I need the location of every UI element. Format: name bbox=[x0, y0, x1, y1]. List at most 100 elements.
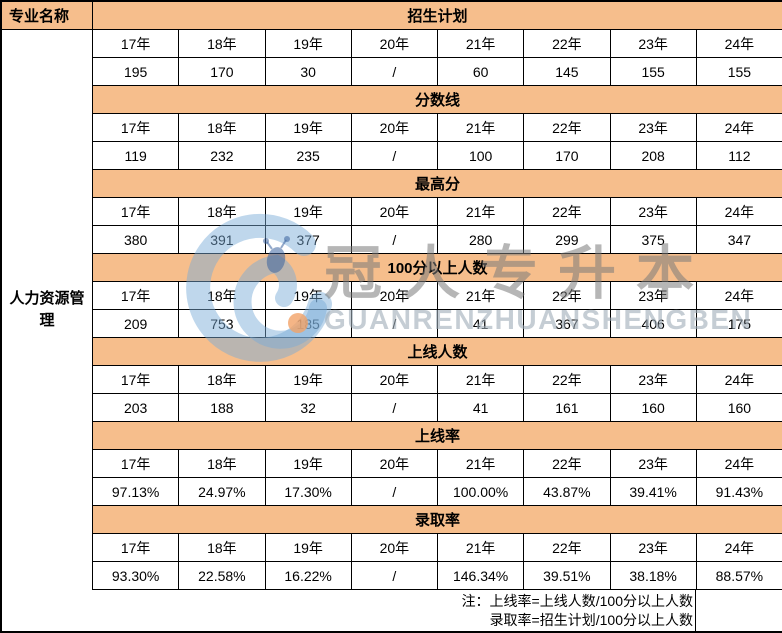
year-cell: 24年 bbox=[695, 534, 782, 561]
year-cell: 18年 bbox=[178, 30, 264, 57]
note-line-1: 注：上线率=上线人数/100分以上人数 bbox=[461, 592, 693, 609]
year-cell: 24年 bbox=[695, 198, 782, 225]
value-cell: 93.30% bbox=[92, 562, 178, 589]
value-row: 380 391 377/280 299 375 347 bbox=[92, 226, 782, 254]
year-cell: 22年 bbox=[523, 114, 609, 141]
year-cell: 24年 bbox=[695, 282, 782, 309]
year-cell: 23年 bbox=[609, 534, 696, 561]
year-cell: 21年 bbox=[437, 534, 523, 561]
value-cell: 155 bbox=[695, 58, 782, 85]
year-header-row: 17年 18年 19年 20年 21年 22年 23年 24年 bbox=[92, 366, 782, 394]
year-cell: 20年 bbox=[350, 30, 437, 57]
year-cell: 24年 bbox=[695, 450, 782, 477]
value-cell: 280 bbox=[437, 226, 523, 253]
year-cell: 20年 bbox=[350, 114, 437, 141]
year-cell: 22年 bbox=[523, 198, 609, 225]
year-cell: 22年 bbox=[523, 450, 609, 477]
section-header-band: 招生计划 bbox=[92, 2, 782, 30]
value-cell: 170 bbox=[178, 58, 264, 85]
year-cell: 23年 bbox=[609, 30, 696, 57]
year-cell: 18年 bbox=[178, 366, 264, 393]
value-cell: 100.00% bbox=[437, 478, 523, 505]
value-cell: 30 bbox=[264, 58, 351, 85]
value-cell: 160 bbox=[695, 394, 782, 421]
value-cell: 41 bbox=[437, 394, 523, 421]
value-cell: 32 bbox=[264, 394, 351, 421]
value-cell: 367 bbox=[523, 310, 609, 337]
year-cell: 19年 bbox=[264, 366, 351, 393]
value-cell: 375 bbox=[609, 226, 696, 253]
year-cell: 17年 bbox=[92, 282, 178, 309]
year-cell: 18年 bbox=[178, 450, 264, 477]
section-header-band: 最高分 bbox=[92, 170, 782, 198]
year-header-row: 17年 18年 19年 20年 21年 22年 23年 24年 bbox=[92, 30, 782, 58]
value-row: 195 170 30/60 145 155 155 bbox=[92, 58, 782, 86]
section-header-band: 100分以上人数 bbox=[92, 254, 782, 282]
value-cell: 60 bbox=[437, 58, 523, 85]
value-row: 97.13% 24.97% 17.30%/100.00% 43.87% 39.41% 91… bbox=[92, 478, 782, 506]
year-cell: 23年 bbox=[609, 366, 696, 393]
year-cell: 19年 bbox=[264, 282, 351, 309]
section-header-band: 分数线 bbox=[92, 86, 782, 114]
value-cell: 16.22% bbox=[264, 562, 351, 589]
value-cell: 22.58% bbox=[178, 562, 264, 589]
year-cell: 19年 bbox=[264, 534, 351, 561]
value-cell: / bbox=[350, 142, 437, 169]
year-cell: 22年 bbox=[523, 366, 609, 393]
left-column: 专业名称 人力资源管理 bbox=[2, 2, 92, 590]
value-cell: 112 bbox=[695, 142, 782, 169]
year-cell: 20年 bbox=[350, 198, 437, 225]
year-header-row: 17年 18年 19年 20年 21年 22年 23年 24年 bbox=[92, 450, 782, 478]
year-cell: 20年 bbox=[350, 282, 437, 309]
value-row: 93.30% 22.58% 16.22%/146.34% 39.51% 38.18% 88… bbox=[92, 562, 782, 590]
year-cell: 17年 bbox=[92, 114, 178, 141]
note-empty-cell bbox=[696, 590, 782, 631]
year-cell: 21年 bbox=[437, 114, 523, 141]
section-header-band: 录取率 bbox=[92, 506, 782, 534]
value-cell: 39.41% bbox=[609, 478, 696, 505]
value-cell: 145 bbox=[523, 58, 609, 85]
value-cell: 406 bbox=[609, 310, 696, 337]
value-cell: / bbox=[350, 58, 437, 85]
section-header-band: 上线人数 bbox=[92, 338, 782, 366]
value-cell: 753 bbox=[178, 310, 264, 337]
year-cell: 22年 bbox=[523, 534, 609, 561]
year-cell: 18年 bbox=[178, 198, 264, 225]
value-cell: 299 bbox=[523, 226, 609, 253]
year-cell: 20年 bbox=[350, 534, 437, 561]
year-cell: 18年 bbox=[178, 534, 264, 561]
value-cell: 88.57% bbox=[695, 562, 782, 589]
value-cell: 347 bbox=[695, 226, 782, 253]
value-row: 209 753 185/41 367 406 175 bbox=[92, 310, 782, 338]
section-header-band: 上线率 bbox=[92, 422, 782, 450]
year-cell: 17年 bbox=[92, 534, 178, 561]
value-row: 119 232 235/100 170 208 112 bbox=[92, 142, 782, 170]
value-cell: 232 bbox=[178, 142, 264, 169]
year-cell: 21年 bbox=[437, 30, 523, 57]
value-cell: 188 bbox=[178, 394, 264, 421]
value-cell: 185 bbox=[264, 310, 351, 337]
year-cell: 19年 bbox=[264, 30, 351, 57]
value-cell: 100 bbox=[437, 142, 523, 169]
note-cell: 注：上线率=上线人数/100分以上人数 录取率=招生计划/100分以上人数 bbox=[2, 590, 696, 631]
value-cell: / bbox=[350, 226, 437, 253]
year-cell: 23年 bbox=[609, 282, 696, 309]
value-cell: 41 bbox=[437, 310, 523, 337]
year-header-row: 17年 18年 19年 20年 21年 22年 23年 24年 bbox=[92, 534, 782, 562]
value-cell: / bbox=[350, 478, 437, 505]
note-line-2: 录取率=招生计划/100分以上人数 bbox=[489, 611, 693, 628]
year-cell: 24年 bbox=[695, 366, 782, 393]
value-cell: 175 bbox=[695, 310, 782, 337]
value-cell: 97.13% bbox=[92, 478, 178, 505]
year-cell: 23年 bbox=[609, 114, 696, 141]
major-name-label: 人力资源管理 bbox=[9, 290, 85, 329]
year-cell: 21年 bbox=[437, 366, 523, 393]
value-cell: 43.87% bbox=[523, 478, 609, 505]
year-cell: 20年 bbox=[350, 366, 437, 393]
value-row: 203 188 32/41 161 160 160 bbox=[92, 394, 782, 422]
year-cell: 18年 bbox=[178, 114, 264, 141]
year-cell: 24年 bbox=[695, 114, 782, 141]
value-cell: 119 bbox=[92, 142, 178, 169]
value-cell: 209 bbox=[92, 310, 178, 337]
